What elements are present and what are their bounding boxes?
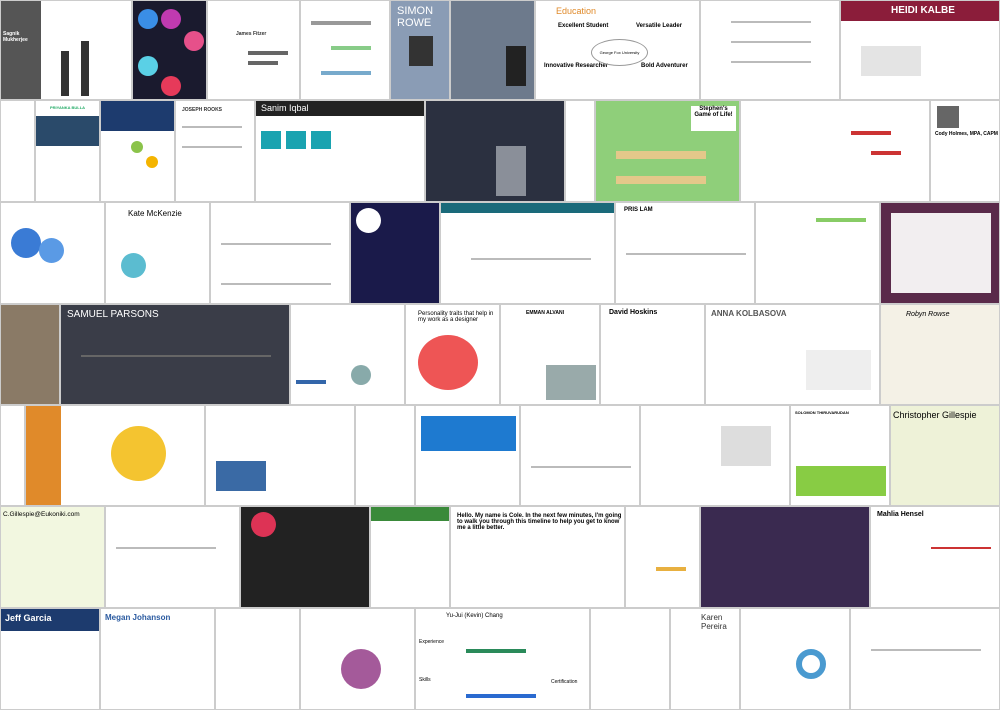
tile: James Fitzer (207, 0, 300, 100)
tile (0, 100, 35, 202)
tile: Robyn Rowse (880, 304, 1000, 405)
name: Robyn Rowse (906, 311, 950, 318)
name: James Fitzer (236, 31, 267, 37)
tile (300, 0, 390, 100)
tile: Hello. My name is Cole. In the next few … (450, 506, 625, 608)
tile: Yu-Jui (Kevin) Chang Experience Skills C… (415, 608, 590, 710)
name: HEIDI KALBE (891, 5, 955, 16)
tile (450, 0, 535, 100)
name: Sagnik Mukherjee (3, 31, 28, 43)
tile: PRIS LAM (615, 202, 755, 304)
tile: EMMAN ALVANI (500, 304, 600, 405)
tile (205, 405, 355, 506)
tile: Personality traits that help in my work … (405, 304, 500, 405)
title: Personality traits that help in my work … (418, 311, 494, 323)
name: Jeff Garcia (5, 613, 52, 623)
tile (740, 100, 930, 202)
tile (210, 202, 350, 304)
tile (440, 202, 615, 304)
name: JOSEPH ROOKS (182, 107, 223, 113)
name: Christopher Gillespie (893, 410, 977, 420)
tile (565, 100, 595, 202)
name: Sanim Iqbal (261, 103, 309, 113)
tile (132, 0, 207, 100)
tile: Sagnik Mukherjee (0, 0, 132, 100)
label: Innovative Researcher (544, 63, 609, 69)
tile: Karen Pereira (670, 608, 740, 710)
tile: SIMON ROWE (390, 0, 450, 100)
section: Experience (419, 639, 445, 645)
name: David Hoskins (609, 309, 658, 316)
tile: Megan Johanson (100, 608, 215, 710)
tile (640, 405, 790, 506)
name: PRIS LAM (624, 207, 653, 213)
tile: Kate McKenzie (105, 202, 210, 304)
email: C.Gillespie@Eukoniki.com (3, 511, 80, 518)
name: Mahlia Hensel (877, 511, 924, 518)
section: Skills (419, 677, 431, 683)
tile (700, 0, 840, 100)
tile (0, 202, 105, 304)
tile: ANNA KOLBASOVA (705, 304, 880, 405)
tile (700, 506, 870, 608)
tile: PRIYANKA BULLA (35, 100, 100, 202)
tile (300, 608, 415, 710)
section: Certification (551, 679, 578, 685)
tile: Education Excellent Student Versatile Le… (535, 0, 700, 100)
tile (850, 608, 1000, 710)
tile (290, 304, 405, 405)
tile (755, 202, 880, 304)
name: SIMON ROWE (397, 5, 434, 29)
name: Cody Holmes, MPA, CAPM (935, 131, 998, 137)
tile (215, 608, 300, 710)
tile: C.Gillespie@Eukoniki.com (0, 506, 105, 608)
label: Excellent Student (558, 23, 609, 29)
name: SAMUEL PARSONS (67, 309, 159, 320)
tile: SOLOMON THIRUVARUDAN (790, 405, 890, 506)
tile: Jeff Garcia (0, 608, 100, 710)
label: Bold Adventurer (641, 63, 688, 69)
tile: Christopher Gillespie (890, 405, 1000, 506)
name: Karen Pereira (701, 613, 727, 631)
tile (520, 405, 640, 506)
tile: David Hoskins (600, 304, 705, 405)
tile: JOSEPH ROOKS (175, 100, 255, 202)
tile (350, 202, 440, 304)
tile (355, 405, 415, 506)
intro: Hello. My name is Cole. In the next few … (457, 513, 622, 531)
center: George Fox University (591, 39, 648, 66)
tile (740, 608, 850, 710)
tile: Stephen's Game of Life! (595, 100, 740, 202)
name: ANNA KOLBASOVA (711, 309, 787, 318)
title: Education (556, 6, 597, 16)
name: EMMAN ALVANI (526, 310, 564, 316)
tile (370, 506, 450, 608)
tile (590, 608, 670, 710)
tile (25, 405, 205, 506)
tile (100, 100, 175, 202)
tile: HEIDI KALBE (840, 0, 1000, 100)
tile (415, 405, 520, 506)
name: Megan Johanson (105, 613, 171, 622)
tile (0, 304, 60, 405)
name: Yu-Jui (Kevin) Chang (446, 613, 503, 619)
tile: SAMUEL PARSONS (60, 304, 290, 405)
tile: Mahlia Hensel (870, 506, 1000, 608)
title: Stephen's Game of Life! (691, 106, 736, 131)
tile (625, 506, 700, 608)
tile (240, 506, 370, 608)
name: PRIYANKA BULLA (50, 105, 86, 110)
name: SOLOMON THIRUVARUDAN (795, 410, 849, 415)
label: Versatile Leader (636, 23, 683, 29)
tile: Sanim Iqbal (255, 100, 425, 202)
tile (105, 506, 240, 608)
tile (880, 202, 1000, 304)
name: Kate McKenzie (128, 209, 182, 218)
tile (425, 100, 565, 202)
tile: Cody Holmes, MPA, CAPM (930, 100, 1000, 202)
tile (0, 405, 25, 506)
